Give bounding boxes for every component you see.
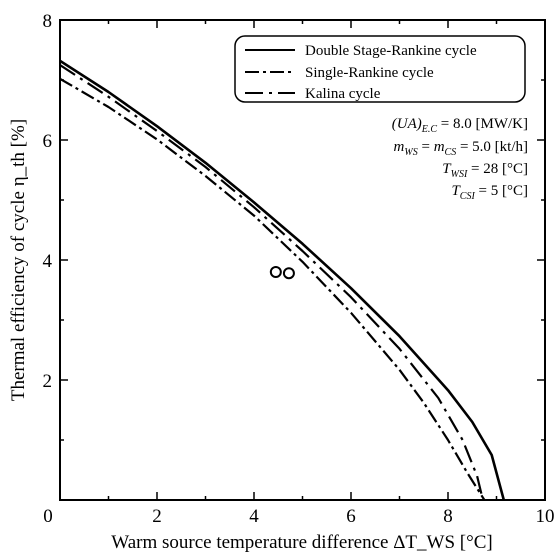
annotation-t-wsi: TWSI = 28 [°C] — [442, 161, 528, 180]
marker-layer — [269, 266, 295, 280]
y-tick-label: 8 — [43, 11, 53, 32]
series-layer — [60, 59, 506, 500]
data-marker — [269, 266, 282, 278]
y-tick-label: 2 — [43, 371, 53, 392]
x-tick-label: 8 — [443, 506, 453, 527]
y-axis-label: Thermal efficiency of cycle η_th [%] — [8, 119, 29, 401]
legend-label-kalina: Kalina cycle — [305, 86, 381, 102]
y-tick-label: 6 — [43, 131, 53, 152]
conditions-annotation: (UA)E.C = 8.0 [MW/K] mWS = mCS = 5.0 [kt… — [392, 116, 528, 202]
legend-box — [234, 35, 526, 103]
legend: Double Stage-Rankine cycle Single-Rankin… — [234, 35, 526, 103]
annotation-ua: (UA)E.C = 8.0 [MW/K] — [392, 116, 528, 135]
x-tick-label: 0 — [43, 506, 53, 527]
x-tick-label: 2 — [152, 506, 162, 527]
y-tick-label: 4 — [43, 251, 53, 272]
series-line-0 — [60, 59, 506, 500]
annotation-t-csi: TCSI = 5 [°C] — [451, 183, 528, 202]
series-line-2 — [60, 64, 484, 500]
legend-label-single-rankine: Single-Rankine cycle — [305, 65, 434, 81]
series-line-1 — [60, 77, 486, 500]
axis-tick-labels: 0 2 4 6 8 10 2 4 6 8 — [43, 11, 555, 527]
x-tick-label: 4 — [249, 506, 259, 527]
annotation-mass-flow: mWS = mCS = 5.0 [kt/h] — [394, 139, 528, 158]
legend-label-double-stage: Double Stage-Rankine cycle — [305, 43, 477, 59]
x-axis-label: Warm source temperature difference ΔT_WS… — [111, 532, 492, 553]
x-tick-label: 10 — [536, 506, 555, 527]
x-tick-label: 6 — [346, 506, 356, 527]
data-marker — [282, 267, 295, 280]
